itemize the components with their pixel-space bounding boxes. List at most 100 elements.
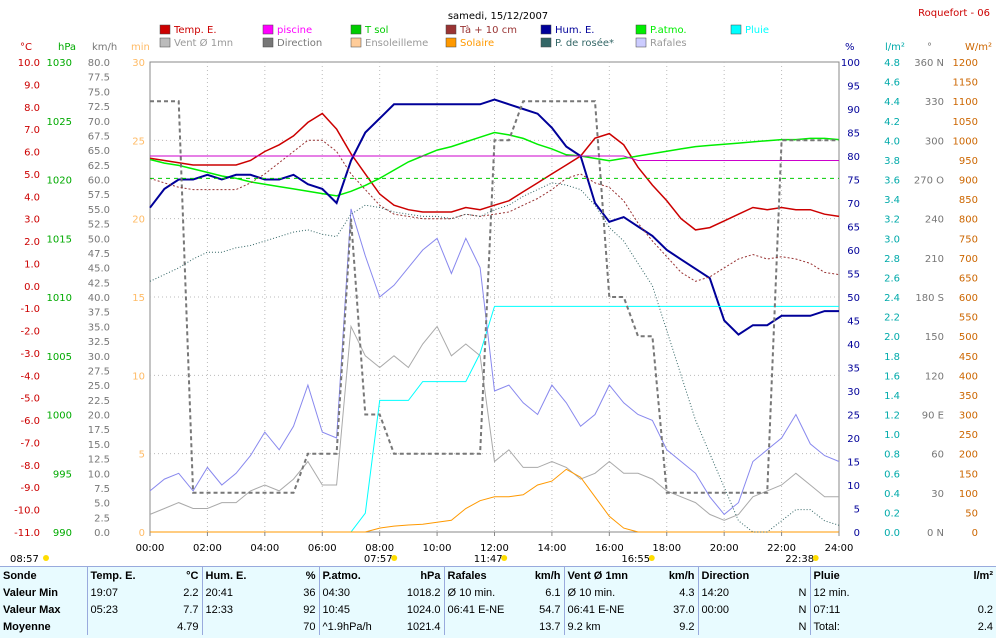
axis-tick-sol: 700 bbox=[959, 254, 978, 265]
axis-tick-press: 990 bbox=[53, 528, 72, 539]
stats-cell: % bbox=[305, 569, 316, 582]
axis-tick-rain: 1.8 bbox=[884, 352, 900, 363]
series-line bbox=[149, 139, 840, 282]
axis-tick-wind: 62.5 bbox=[88, 161, 110, 172]
axis-tick-rain: 2.8 bbox=[884, 254, 900, 265]
axis-tick-wind: 30.0 bbox=[88, 352, 110, 363]
stats-cell: Ø 10 min. bbox=[563, 584, 654, 601]
axis-tick-temp: -1.0 bbox=[20, 304, 40, 315]
axis-tick-sol: 850 bbox=[959, 195, 978, 206]
axis-tick-press: 1005 bbox=[47, 352, 72, 363]
legend-label: Pluie bbox=[745, 25, 769, 36]
axis-tick-wind: 5.0 bbox=[94, 499, 110, 510]
legend-label: P.atmo. bbox=[650, 25, 687, 36]
axis-tick-hum: 35 bbox=[847, 364, 860, 375]
stats-row: Valeur Max 05:23 7.7 12:33 92 10:45 1024.0 06:4… bbox=[0, 601, 996, 618]
axis-tick-wind: 10.0 bbox=[88, 469, 110, 480]
axis-tick-sol: 600 bbox=[959, 293, 978, 304]
legend-label: Temp. E. bbox=[173, 25, 217, 36]
axis-tick-wind: 55.0 bbox=[88, 205, 110, 216]
axis-tick-rain: 4.2 bbox=[884, 117, 900, 128]
x-tick-label: 06:00 bbox=[308, 543, 337, 554]
sun-icon bbox=[43, 555, 49, 561]
stats-cell: 2.2 bbox=[183, 586, 199, 599]
axis-tick-wind: 67.5 bbox=[88, 131, 110, 142]
stats-cell: 05:23 bbox=[86, 601, 157, 618]
axis-tick-dir: 90 E bbox=[922, 411, 944, 422]
stats-cell: 00:00 bbox=[697, 601, 780, 618]
legend-label: P. de rosée* bbox=[555, 37, 614, 49]
series-layer bbox=[149, 98, 840, 533]
stats-cell: Moyenne bbox=[3, 620, 51, 633]
axis-tick-hum: 30 bbox=[847, 387, 860, 398]
axis-tick-hum: 85 bbox=[847, 129, 860, 140]
axis-tick-temp: 7.0 bbox=[24, 125, 40, 136]
stats-cell: Hum. E. bbox=[201, 567, 274, 584]
axis-tick-press: 1030 bbox=[47, 58, 72, 69]
axis-tick-wind: 25.0 bbox=[88, 381, 110, 392]
axis-tick-min: 20 bbox=[132, 215, 145, 226]
axis-tick-sol: 550 bbox=[959, 313, 978, 324]
axis-tick-wind: 27.5 bbox=[88, 366, 110, 377]
x-ticks: 00:00 02:00 04:00 06:00 08:00 10:00 12:00 14:00… bbox=[136, 532, 853, 554]
legend-swatch bbox=[635, 24, 647, 35]
axis-tick-wind: 50.0 bbox=[88, 234, 110, 245]
stats-row: Moyenne 4.79 70 ^1.9hPa/h 1021.4 13.7 9.2 km 9.… bbox=[0, 618, 996, 635]
sun-icon bbox=[648, 555, 655, 561]
legend-label: Vent Ø 1mn bbox=[174, 37, 233, 49]
axis-unit-wind: km/h bbox=[92, 42, 117, 53]
axis-tick-rain: 4.4 bbox=[884, 97, 900, 108]
axis-tick-temp: -3.0 bbox=[20, 349, 40, 360]
series-line bbox=[149, 131, 840, 197]
stats-cell: 20:41 bbox=[201, 584, 274, 601]
axis-tick-temp: 9.0 bbox=[24, 80, 40, 91]
x-tick-label: 08:00 bbox=[365, 543, 394, 554]
axis-tick-temp: -5.0 bbox=[20, 394, 40, 405]
axis-tick-sol: 150 bbox=[959, 469, 978, 480]
axis-tick-temp: 10.0 bbox=[18, 58, 40, 69]
axis-tick-hum: 40 bbox=[847, 340, 860, 351]
axis-tick-dir: 330 bbox=[925, 97, 944, 108]
axis-tick-sol: 200 bbox=[959, 450, 978, 461]
x-tick-label: 16:00 bbox=[595, 543, 624, 554]
chart-title: samedi, 15/12/2007 bbox=[448, 11, 548, 22]
stats-cell: 1018.2 bbox=[406, 586, 441, 599]
axis-tick-sol: 1050 bbox=[953, 117, 978, 128]
axis-tick-wind: 45.0 bbox=[88, 264, 110, 275]
stats-cell: 92 bbox=[303, 603, 316, 616]
axis-tick-wind: 17.5 bbox=[88, 425, 110, 436]
stats-cell: km/h bbox=[534, 569, 561, 582]
axis-tick-rain: 2.6 bbox=[884, 273, 900, 284]
stats-cell: 19:07 bbox=[86, 584, 157, 601]
x-tick-label: 04:00 bbox=[250, 543, 279, 554]
axis-tick-temp: 0.0 bbox=[24, 282, 40, 293]
axis-tick-hum: 10 bbox=[847, 481, 860, 492]
stats-cell: 54.7 bbox=[539, 603, 561, 616]
stats-cell: Ø 10 min. bbox=[443, 584, 519, 601]
x-tick-label: 02:00 bbox=[193, 543, 222, 554]
sun-icon bbox=[391, 555, 398, 561]
stats-cell: 9.2 km bbox=[563, 618, 654, 635]
axis-tick-rain: 1.4 bbox=[884, 391, 900, 402]
stats-cell: N bbox=[798, 603, 807, 616]
stats-cell: 1021.4 bbox=[406, 620, 441, 633]
axis-tick-wind: 70.0 bbox=[88, 117, 110, 128]
x-tick-label: 10:00 bbox=[423, 543, 452, 554]
axis-tick-temp: -10.0 bbox=[14, 506, 40, 517]
series-line bbox=[149, 112, 840, 231]
axis-tick-sol: 750 bbox=[959, 234, 978, 245]
axis-tick-temp: 6.0 bbox=[24, 148, 40, 159]
axis-tick-sol: 800 bbox=[959, 215, 978, 226]
axis-tick-temp: 4.0 bbox=[24, 192, 40, 203]
axis-tick-sol: 650 bbox=[959, 273, 978, 284]
axis-tick-rain: 2.4 bbox=[884, 293, 900, 304]
axis-unit-min: min bbox=[131, 42, 150, 53]
legend-swatch bbox=[540, 37, 552, 48]
axis-tick-hum: 45 bbox=[847, 317, 860, 328]
stats-cell: 2.4 bbox=[977, 620, 993, 633]
axis-tick-temp: -6.0 bbox=[20, 416, 40, 427]
axis-tick-sol: 300 bbox=[959, 411, 978, 422]
stats-cell: 6.1 bbox=[545, 586, 561, 599]
series-line bbox=[149, 324, 839, 521]
stats-cell: 06:41 E-NE bbox=[563, 601, 654, 618]
